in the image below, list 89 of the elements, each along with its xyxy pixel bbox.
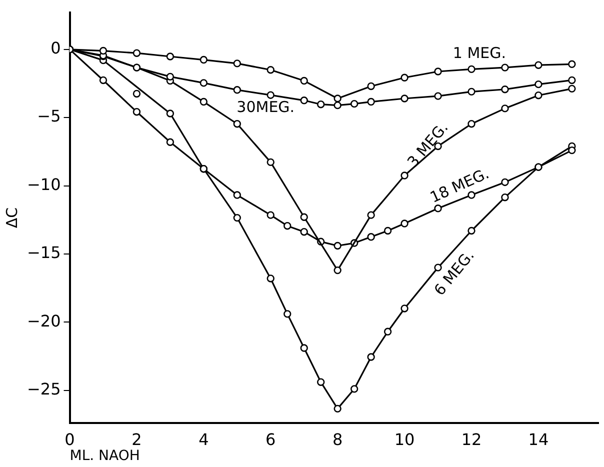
series-label: 30MEG. — [236, 98, 295, 116]
point — [367, 98, 375, 106]
point — [99, 76, 108, 84]
x-tick-label: 2 — [132, 430, 142, 449]
point — [166, 72, 174, 81]
y-tick-label: −10 — [27, 174, 61, 194]
point — [284, 310, 292, 318]
point — [334, 404, 342, 413]
point — [468, 120, 476, 128]
y-tick-label: 0 — [50, 38, 61, 58]
point — [568, 146, 576, 154]
point — [132, 108, 141, 116]
point — [132, 49, 141, 57]
x-tick-label: 12 — [461, 430, 482, 449]
point — [434, 68, 442, 76]
point — [568, 60, 576, 68]
point — [166, 110, 174, 118]
point — [501, 104, 509, 112]
point — [501, 194, 509, 202]
point — [400, 220, 408, 228]
point — [468, 65, 476, 74]
point — [200, 98, 208, 106]
point — [233, 86, 241, 94]
point — [384, 226, 392, 235]
point — [400, 172, 408, 180]
point — [266, 91, 274, 99]
point — [434, 92, 442, 100]
x-tick-label: 0 — [64, 430, 75, 449]
y-tick-label: −20 — [27, 311, 61, 330]
point — [350, 385, 358, 393]
y-tick-label: −5 — [37, 106, 61, 126]
point — [534, 92, 542, 100]
point — [534, 61, 542, 69]
point — [266, 211, 274, 219]
point — [334, 101, 342, 110]
point — [99, 46, 108, 55]
point — [334, 242, 342, 250]
point — [300, 344, 308, 352]
point — [166, 52, 174, 60]
point — [300, 76, 308, 85]
point — [266, 66, 274, 74]
point — [400, 94, 408, 102]
point — [384, 328, 392, 336]
x-tick-label: 10 — [394, 430, 415, 449]
point — [266, 158, 274, 166]
point — [233, 191, 241, 199]
point — [233, 120, 241, 128]
point — [568, 84, 576, 93]
x-tick-label: 6 — [266, 430, 276, 449]
point — [400, 304, 408, 312]
series-label: 1 MEG. — [452, 44, 506, 62]
x-axis-title: ML. NAOH — [70, 448, 140, 464]
point — [501, 178, 509, 186]
point — [200, 56, 208, 64]
point — [132, 90, 141, 98]
point — [434, 204, 442, 212]
point — [200, 79, 208, 87]
point — [334, 266, 342, 274]
point — [233, 60, 241, 68]
point — [400, 74, 408, 82]
point — [350, 100, 358, 108]
point — [233, 214, 241, 222]
y-tick-label: −25 — [27, 379, 61, 398]
point — [300, 96, 308, 104]
point — [300, 228, 308, 236]
x-tick-label: 8 — [332, 430, 343, 449]
point — [568, 76, 576, 84]
y-tick-label: −15 — [27, 243, 61, 262]
point — [334, 94, 342, 102]
point — [367, 233, 375, 241]
point — [284, 222, 292, 230]
point — [501, 64, 509, 72]
text: 18 MEG. — [427, 164, 492, 206]
point — [534, 80, 542, 88]
point — [367, 353, 375, 361]
point — [316, 100, 325, 108]
point — [300, 213, 308, 221]
point — [434, 264, 442, 272]
point — [367, 82, 375, 90]
point — [266, 274, 274, 282]
point — [316, 378, 325, 386]
y-axis-title: ΔC — [2, 207, 21, 228]
x-tick-label: 4 — [198, 430, 209, 449]
point — [501, 86, 509, 94]
point — [468, 88, 476, 96]
x-tick-label: 14 — [528, 430, 549, 449]
point — [468, 226, 476, 235]
point — [367, 211, 375, 219]
point — [166, 138, 174, 146]
